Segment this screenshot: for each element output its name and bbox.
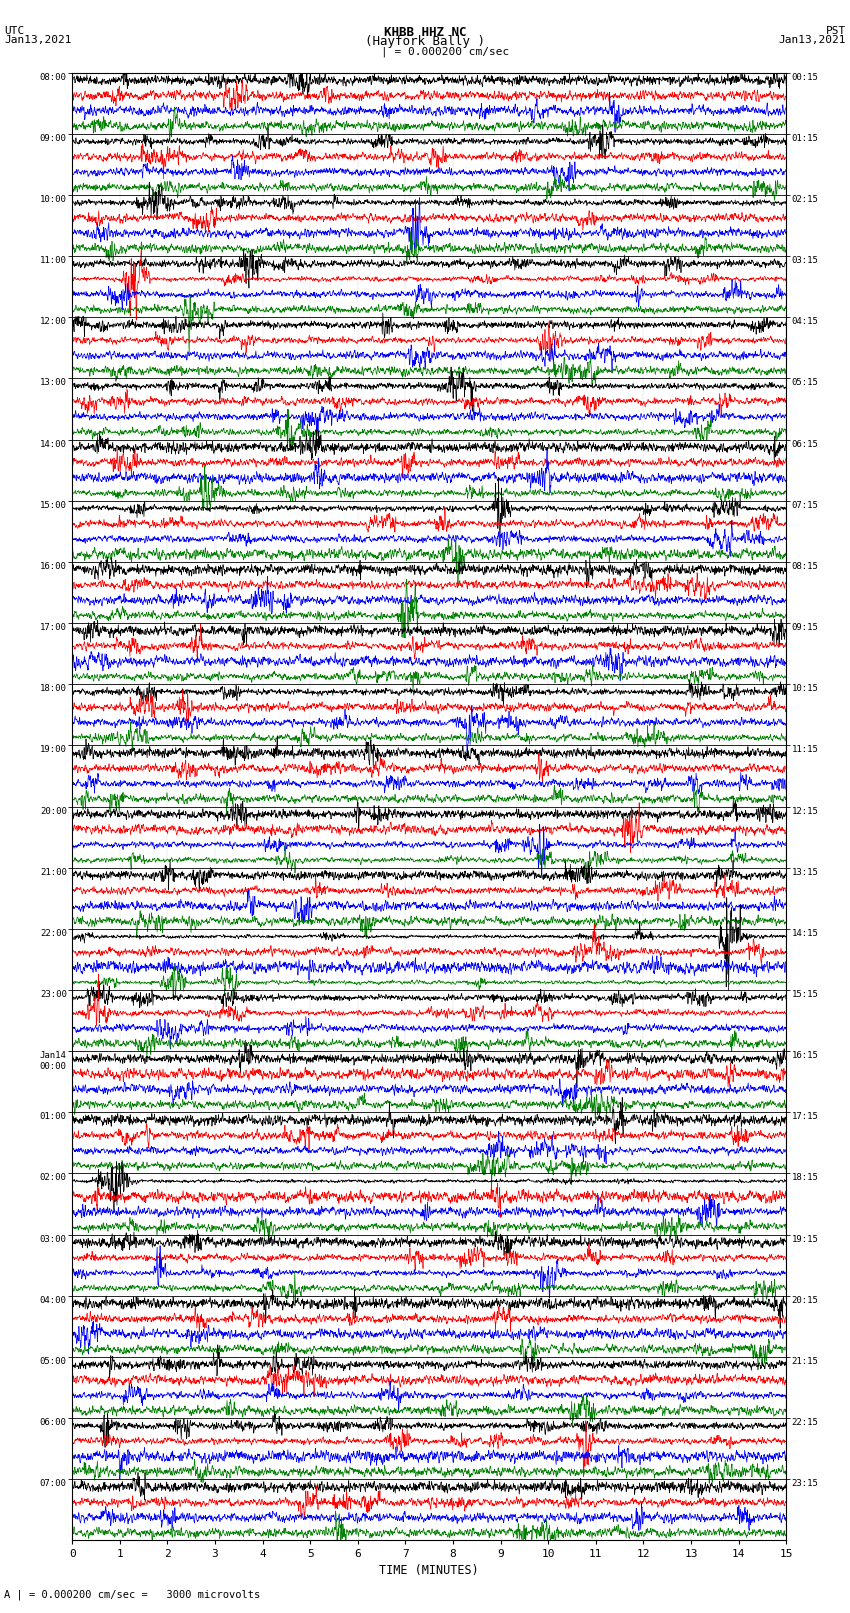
Text: Jan13,2021: Jan13,2021: [779, 35, 846, 45]
Text: (Hayfork Bally ): (Hayfork Bally ): [365, 35, 485, 48]
X-axis label: TIME (MINUTES): TIME (MINUTES): [379, 1563, 479, 1576]
Text: Jan13,2021: Jan13,2021: [4, 35, 71, 45]
Text: PST: PST: [825, 26, 846, 35]
Text: UTC: UTC: [4, 26, 25, 35]
Text: | = 0.000200 cm/sec: | = 0.000200 cm/sec: [381, 47, 509, 58]
Text: A | = 0.000200 cm/sec =   3000 microvolts: A | = 0.000200 cm/sec = 3000 microvolts: [4, 1589, 260, 1600]
Text: KHBB HHZ NC: KHBB HHZ NC: [383, 26, 467, 39]
